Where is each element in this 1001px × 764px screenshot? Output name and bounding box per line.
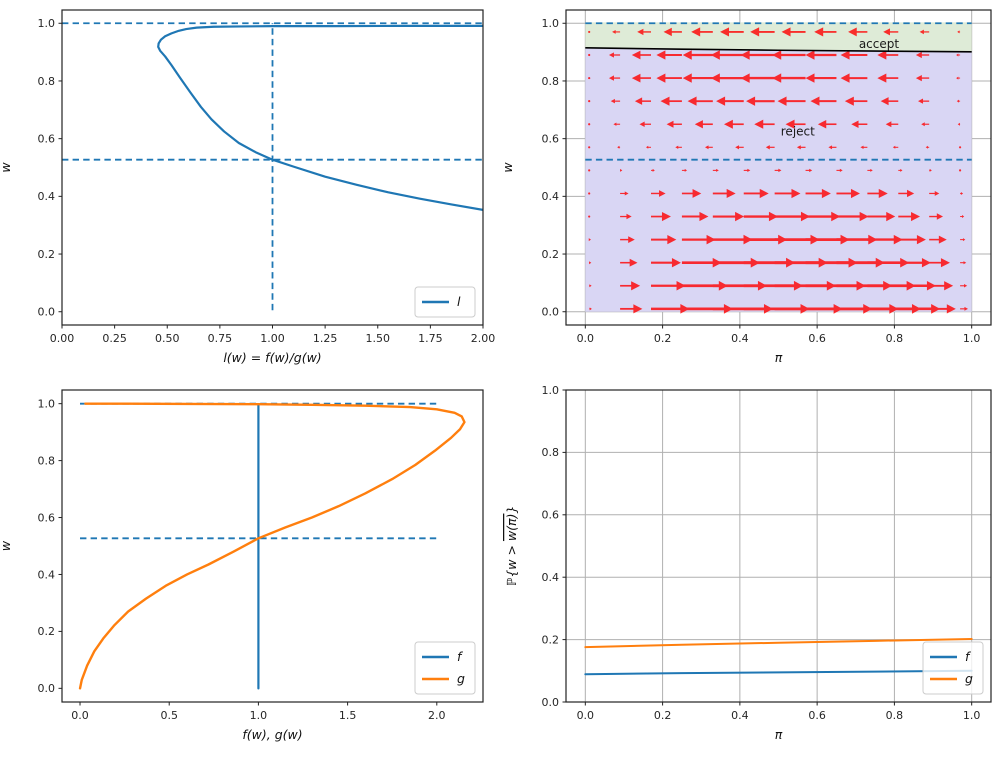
- y-tick-label: 0.4: [542, 571, 560, 584]
- y-tick-label: 0.2: [542, 248, 560, 261]
- x-tick-label: 0.2: [654, 332, 672, 345]
- legend-label-g: g: [965, 671, 973, 686]
- y-tick-label: 1.0: [38, 397, 56, 410]
- y-tick-label: 0.2: [38, 625, 56, 638]
- series-l: [157, 24, 483, 211]
- x-tick-label: 1.0: [963, 709, 981, 722]
- y-axis-label: w: [0, 540, 13, 551]
- legend-label-f: f: [965, 649, 971, 664]
- x-tick-label: 0.25: [102, 332, 127, 345]
- y-tick-label: 0.2: [38, 248, 56, 261]
- x-axis-label: π: [775, 350, 783, 365]
- tick-labels: 0.0 0.5 1.0 1.5 2.0 0.0 0.2 0.4 0.6 0.8 1.0: [38, 397, 446, 722]
- x-tick-label: 0.0: [577, 332, 595, 345]
- y-tick-label: 0.8: [542, 75, 560, 88]
- annotation-reject: reject: [781, 124, 815, 138]
- y-tick-label: 0.8: [38, 75, 56, 88]
- series-g: [584, 637, 973, 649]
- x-tick-label: 1.75: [418, 332, 443, 345]
- y-tick-label: 0.2: [542, 633, 560, 646]
- subplot-likelihood: 0.00 0.25 0.50 0.75 1.00 1.25 1.50 1.75 2.00 0.0 0…: [0, 9, 496, 365]
- x-tick-label: 0.6: [808, 709, 826, 722]
- x-tick-label: 1.00: [260, 332, 285, 345]
- legend-label-f: f: [457, 649, 463, 664]
- x-tick-label: 0.75: [208, 332, 233, 345]
- tick-labels: 0.0 0.2 0.4 0.6 0.8 1.0 0.0 0.2 0.4 0.6 0.8 1.0: [542, 384, 981, 722]
- axes-spines: [565, 9, 992, 326]
- plot-area-phase-field: accept reject: [566, 10, 991, 325]
- y-tick-label: 0.6: [38, 511, 56, 524]
- y-tick-label: 0.0: [542, 696, 560, 709]
- x-axis-label: l(w) = f(w)/g(w): [223, 350, 321, 365]
- accept-region: [585, 22, 972, 52]
- x-tick-label: 0.0: [71, 709, 89, 722]
- legend-label-g: g: [457, 671, 465, 686]
- x-tick-label: 1.50: [366, 332, 391, 345]
- x-tick-label: 0.00: [50, 332, 75, 345]
- y-tick-label: 0.4: [542, 190, 560, 203]
- y-tick-label: 1.0: [38, 17, 56, 30]
- y-tick-label: 0.0: [38, 306, 56, 319]
- x-tick-label: 0.2: [654, 709, 672, 722]
- y-tick-label: 0.8: [38, 454, 56, 467]
- legend: fg: [414, 641, 476, 695]
- annotation-accept: accept: [859, 37, 900, 51]
- quiver-field: [588, 27, 969, 314]
- accept-boundary-line: [585, 46, 972, 53]
- plot-area-densities: [78, 402, 466, 690]
- y-tick-label: 0.6: [542, 509, 560, 522]
- y-tick-label: 1.0: [542, 17, 560, 30]
- x-tick-label: 0.8: [886, 332, 904, 345]
- series-g: [78, 402, 466, 690]
- x-tick-label: 0.6: [808, 332, 826, 345]
- tick-labels: 0.0 0.2 0.4 0.6 0.8 1.0 0.0 0.2 0.4 0.6 0.8 1.0: [542, 17, 981, 345]
- y-tick-label: 0.0: [38, 682, 56, 695]
- x-axis-label: f(w), g(w): [242, 727, 302, 742]
- x-tick-label: 0.0: [577, 709, 595, 722]
- tick-labels: 0.00 0.25 0.50 0.75 1.00 1.25 1.50 1.75 2.00 0.0 0…: [38, 17, 496, 345]
- y-tick-label: 0.0: [542, 306, 560, 319]
- x-tick-label: 0.4: [731, 709, 749, 722]
- y-tick-label: 0.6: [38, 132, 56, 145]
- x-tick-label: 2.0: [428, 709, 446, 722]
- y-tick-label: 0.4: [38, 568, 56, 581]
- x-tick-label: 0.4: [731, 332, 749, 345]
- y-tick-label: 1.0: [542, 384, 560, 397]
- subplot-tail-probability: 0.0 0.2 0.4 0.6 0.8 1.0 0.0 0.2 0.4 0.6 0.8 1.0 π ℙ{w…: [504, 384, 992, 742]
- y-axis-label: w: [500, 162, 515, 173]
- legend: fg: [922, 641, 984, 695]
- legend-label-l: l: [457, 294, 461, 309]
- x-tick-label: 1.25: [313, 332, 338, 345]
- series-f: [584, 669, 973, 676]
- x-axis-label: π: [775, 727, 783, 742]
- x-tick-label: 0.50: [155, 332, 180, 345]
- y-axis-label: ℙ{w > w(π)}: [504, 506, 519, 587]
- y-tick-label: 0.8: [542, 446, 560, 459]
- axes-spines: [61, 389, 484, 703]
- x-tick-label: 2.00: [471, 332, 496, 345]
- y-axis-label: w: [0, 162, 13, 173]
- reject-region: [585, 47, 972, 312]
- x-tick-label: 1.0: [963, 332, 981, 345]
- subplot-densities: 0.0 0.5 1.0 1.5 2.0 0.0 0.2 0.4 0.6 0.8 1.0 f(w), g…: [0, 389, 484, 742]
- y-tick-label: 0.6: [542, 132, 560, 145]
- plot-area-likelihood: [62, 22, 483, 311]
- x-tick-label: 1.5: [339, 709, 357, 722]
- y-tick-label: 0.4: [38, 190, 56, 203]
- x-tick-label: 0.8: [886, 709, 904, 722]
- x-tick-label: 1.0: [250, 709, 268, 722]
- legend: l: [414, 286, 476, 318]
- x-tick-label: 0.5: [160, 709, 178, 722]
- axes-spines: [565, 389, 992, 703]
